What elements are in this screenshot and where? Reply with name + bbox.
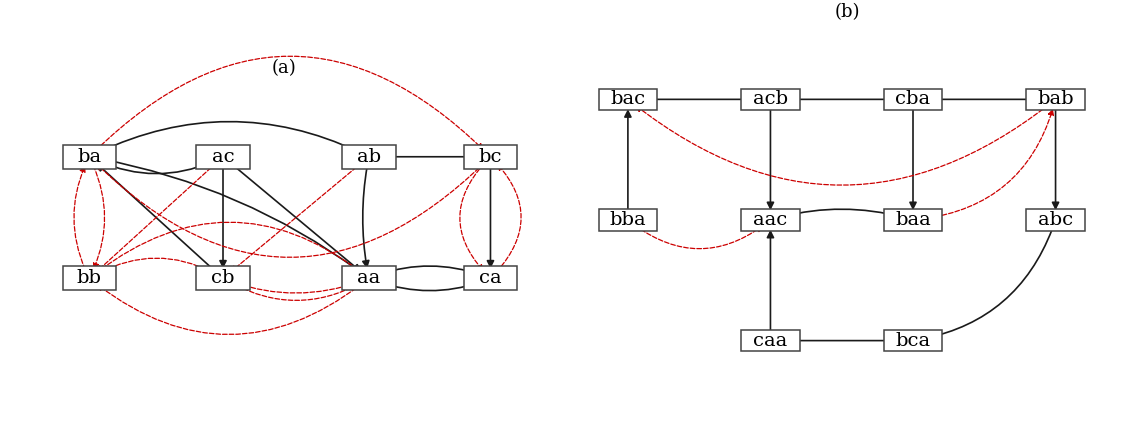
Text: bc: bc bbox=[478, 148, 502, 166]
Text: abc: abc bbox=[1038, 211, 1073, 229]
FancyBboxPatch shape bbox=[464, 145, 517, 169]
Text: bac: bac bbox=[611, 91, 646, 109]
Text: ba: ba bbox=[77, 148, 102, 166]
Text: cba: cba bbox=[896, 91, 931, 109]
Text: baa: baa bbox=[895, 211, 931, 229]
FancyBboxPatch shape bbox=[464, 266, 517, 290]
FancyBboxPatch shape bbox=[1027, 209, 1085, 231]
Text: ac: ac bbox=[211, 148, 234, 166]
FancyBboxPatch shape bbox=[742, 209, 800, 231]
FancyBboxPatch shape bbox=[343, 145, 396, 169]
Text: caa: caa bbox=[753, 332, 787, 350]
FancyBboxPatch shape bbox=[1027, 89, 1085, 110]
Title: (a): (a) bbox=[271, 59, 296, 77]
FancyBboxPatch shape bbox=[62, 145, 116, 169]
Text: bb: bb bbox=[77, 269, 102, 287]
FancyBboxPatch shape bbox=[62, 266, 116, 290]
FancyBboxPatch shape bbox=[598, 89, 657, 110]
Title: (b): (b) bbox=[835, 3, 860, 21]
FancyBboxPatch shape bbox=[884, 330, 942, 351]
FancyBboxPatch shape bbox=[884, 89, 942, 110]
Text: ca: ca bbox=[480, 269, 502, 287]
FancyBboxPatch shape bbox=[598, 209, 657, 231]
FancyBboxPatch shape bbox=[197, 266, 250, 290]
Text: cb: cb bbox=[211, 269, 235, 287]
Text: bba: bba bbox=[610, 211, 646, 229]
FancyBboxPatch shape bbox=[197, 145, 250, 169]
FancyBboxPatch shape bbox=[742, 330, 800, 351]
FancyBboxPatch shape bbox=[742, 89, 800, 110]
Text: ab: ab bbox=[357, 148, 381, 166]
Text: bab: bab bbox=[1037, 91, 1073, 109]
Text: acb: acb bbox=[753, 91, 788, 109]
FancyBboxPatch shape bbox=[884, 209, 942, 231]
FancyBboxPatch shape bbox=[343, 266, 396, 290]
Text: aac: aac bbox=[753, 211, 787, 229]
Text: bca: bca bbox=[896, 332, 931, 350]
Text: aa: aa bbox=[357, 269, 380, 287]
